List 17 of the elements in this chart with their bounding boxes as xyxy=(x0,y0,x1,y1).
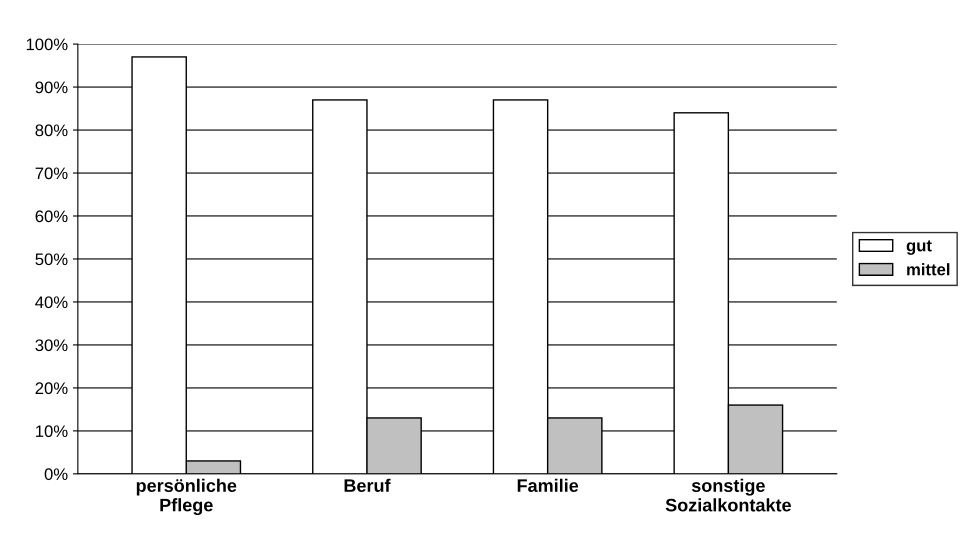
y-tick-label: 60% xyxy=(36,210,68,222)
y-tick-label: 80% xyxy=(35,124,68,136)
legend-label: gut xyxy=(906,240,932,255)
x-tick-label: Beruf xyxy=(344,478,391,492)
y-tick-label: 40% xyxy=(35,296,68,308)
x-tick-label: Familie xyxy=(518,478,578,492)
x-tick-label: sonstige Sozialkontakte xyxy=(666,478,791,512)
y-tick-label: 50% xyxy=(35,253,68,266)
y-tick-label: 10% xyxy=(36,425,68,438)
y-tick-label: 100% xyxy=(26,38,68,50)
y-tick-label: 70% xyxy=(36,167,68,180)
y-tick-label: 90% xyxy=(36,81,68,94)
y-tick-label: 30% xyxy=(35,339,68,352)
y-tick-label: 20% xyxy=(36,382,68,394)
y-tick-label: 0% xyxy=(44,468,68,480)
x-tick-label: persönliche Pflege xyxy=(136,478,236,516)
legend-label: mittel xyxy=(907,263,950,276)
